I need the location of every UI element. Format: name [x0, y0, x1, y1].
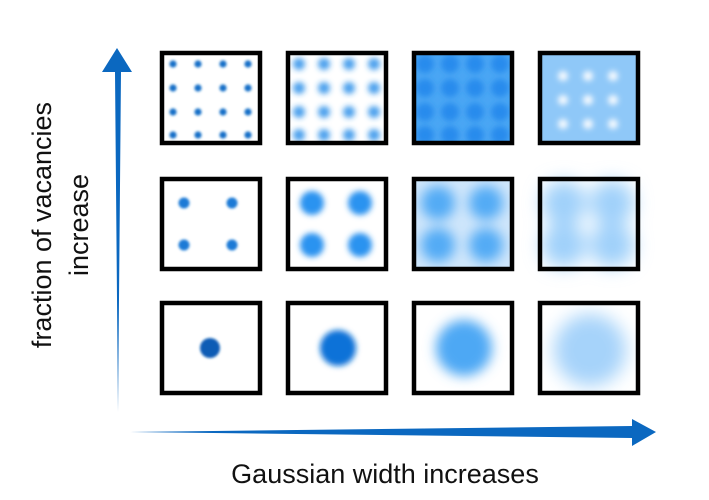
panel-row2-col1	[159, 176, 263, 272]
panel-row2-col2	[285, 176, 389, 272]
panel-row2-col3	[411, 176, 515, 272]
y-axis-arrow	[102, 48, 132, 412]
panel-row3-col2	[285, 300, 389, 396]
panel-row3-col1	[159, 300, 263, 396]
panel-row3-col3	[411, 300, 515, 396]
x-axis-label: Gaussian width increases	[231, 459, 539, 489]
panel-row1-col2	[285, 50, 389, 146]
panel-row1-col1	[159, 50, 263, 146]
y-axis-label-line1: fraction of vacancies	[27, 102, 57, 348]
y-axis-label-line2: increase	[64, 174, 94, 276]
panel-row1-col3	[411, 50, 515, 146]
panel-row2-col4	[537, 176, 641, 272]
panel-row3-col4	[537, 300, 641, 396]
panel-row1-col4	[537, 50, 641, 146]
x-axis-arrow	[130, 419, 656, 446]
